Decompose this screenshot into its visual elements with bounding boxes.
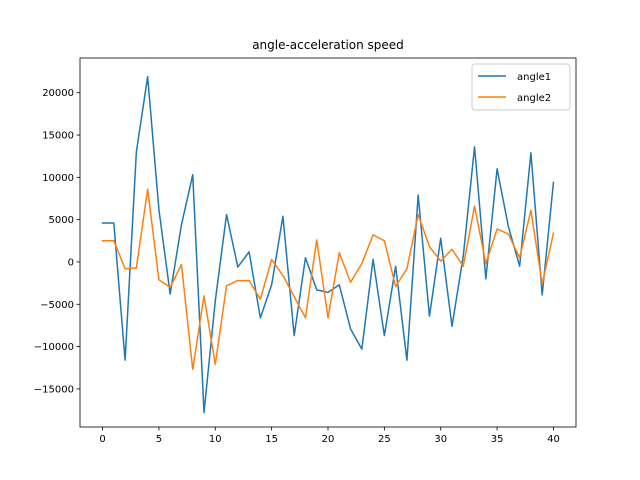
y-tick-label: 20000 [42,88,74,99]
y-tick-label: −5000 [40,300,74,311]
y-tick-label: 10000 [42,173,74,184]
series-line-angle1 [101,75,555,414]
y-tick-label: 5000 [49,215,74,226]
x-tick-label: 15 [265,434,278,445]
x-tick-label: 30 [434,434,447,445]
y-tick-label: 0 [68,257,74,268]
x-tick-label: 40 [547,434,560,445]
x-tick-label: 0 [99,434,105,445]
series-layer [101,75,555,414]
y-tick-label: −10000 [34,342,74,353]
y-tick-label: 15000 [42,131,74,142]
series-line-angle2 [101,188,555,371]
legend-label-angle1: angle1 [517,72,551,83]
x-tick-label: 35 [491,434,504,445]
legend: angle1 angle2 [471,63,571,111]
legend-label-angle2: angle2 [517,93,551,104]
x-tick-label: 10 [209,434,222,445]
y-tick-label: −15000 [34,384,74,395]
x-axis: 0 5 10 15 20 25 30 35 40 [99,427,560,445]
chart-title: angle-acceleration speed [252,38,404,52]
y-axis: −15000 −10000 −5000 0 5000 10000 15000 20000 [34,88,80,395]
x-tick-label: 20 [322,434,335,445]
x-tick-label: 25 [378,434,391,445]
x-tick-label: 5 [156,434,162,445]
